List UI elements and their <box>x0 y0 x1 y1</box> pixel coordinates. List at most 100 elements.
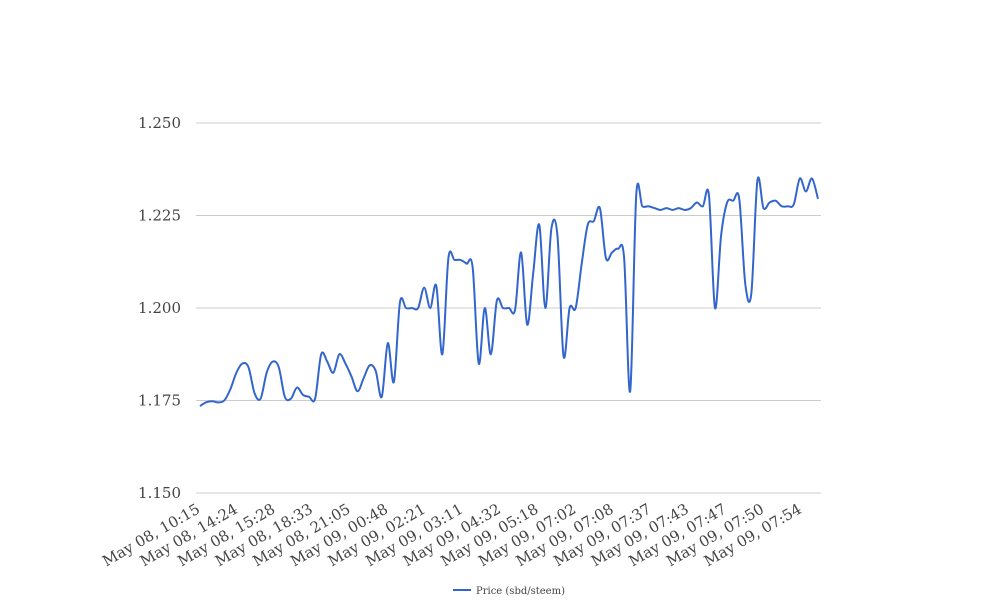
data-point[interactable] <box>670 207 676 213</box>
data-point[interactable] <box>536 222 542 228</box>
data-point[interactable] <box>342 361 348 367</box>
data-point[interactable] <box>797 176 803 182</box>
data-point[interactable] <box>451 257 457 263</box>
data-point[interactable] <box>736 196 742 202</box>
data-point[interactable] <box>633 192 639 198</box>
data-point[interactable] <box>494 298 500 304</box>
data-point[interactable] <box>754 177 760 183</box>
data-point[interactable] <box>742 281 748 287</box>
data-point[interactable] <box>336 351 342 357</box>
data-point[interactable] <box>330 370 336 376</box>
data-point[interactable] <box>688 205 694 211</box>
data-point[interactable] <box>203 399 209 405</box>
data-point[interactable] <box>482 305 488 311</box>
data-point[interactable] <box>391 379 397 385</box>
data-point[interactable] <box>567 305 573 311</box>
data-point[interactable] <box>433 283 439 289</box>
data-point[interactable] <box>627 388 633 394</box>
data-point[interactable] <box>427 305 433 311</box>
data-point[interactable] <box>270 359 276 365</box>
data-point[interactable] <box>252 390 258 396</box>
data-point[interactable] <box>379 394 385 400</box>
data-point[interactable] <box>542 305 548 311</box>
data-point[interactable] <box>651 205 657 211</box>
data-point[interactable] <box>700 203 706 209</box>
data-point[interactable] <box>318 351 324 357</box>
data-point[interactable] <box>803 188 809 194</box>
data-point[interactable] <box>348 373 354 379</box>
data-point[interactable] <box>573 305 579 311</box>
data-point[interactable] <box>355 388 361 394</box>
data-point[interactable] <box>554 233 560 239</box>
data-point[interactable] <box>645 203 651 209</box>
data-point[interactable] <box>488 351 494 357</box>
data-point[interactable] <box>227 386 233 392</box>
data-point[interactable] <box>615 246 621 252</box>
data-point[interactable] <box>233 370 239 376</box>
data-point[interactable] <box>245 364 251 370</box>
data-point[interactable] <box>712 305 718 311</box>
data-point[interactable] <box>676 205 682 211</box>
data-point[interactable] <box>476 361 482 367</box>
data-point[interactable] <box>215 399 221 405</box>
data-point[interactable] <box>639 203 645 209</box>
data-point[interactable] <box>694 200 700 206</box>
data-point[interactable] <box>306 394 312 400</box>
data-point[interactable] <box>221 398 227 404</box>
data-point[interactable] <box>294 385 300 391</box>
data-point[interactable] <box>664 205 670 211</box>
data-point[interactable] <box>512 307 518 313</box>
data-point[interactable] <box>585 222 591 228</box>
data-point[interactable] <box>591 218 597 224</box>
data-point[interactable] <box>706 192 712 198</box>
data-point[interactable] <box>809 176 815 182</box>
data-point[interactable] <box>730 198 736 204</box>
data-point[interactable] <box>506 305 512 311</box>
data-point[interactable] <box>767 200 773 206</box>
data-point[interactable] <box>470 264 476 270</box>
data-point[interactable] <box>657 207 663 213</box>
legend[interactable]: Price (sbd/steem) <box>453 586 565 597</box>
data-point[interactable] <box>282 394 288 400</box>
data-point[interactable] <box>500 305 506 311</box>
data-point[interactable] <box>367 362 373 368</box>
data-point[interactable] <box>445 255 451 261</box>
data-point[interactable] <box>682 207 688 213</box>
data-point[interactable] <box>518 250 524 256</box>
data-point[interactable] <box>791 201 797 207</box>
data-point[interactable] <box>609 250 615 256</box>
data-point[interactable] <box>312 396 318 402</box>
data-point[interactable] <box>597 205 603 211</box>
data-point[interactable] <box>779 203 785 209</box>
data-point[interactable] <box>718 233 724 239</box>
data-point[interactable] <box>288 396 294 402</box>
data-point[interactable] <box>439 351 445 357</box>
data-point[interactable] <box>421 285 427 291</box>
data-point[interactable] <box>264 370 270 376</box>
series-line-price[interactable] <box>199 176 819 407</box>
data-point[interactable] <box>276 364 282 370</box>
data-point[interactable] <box>415 305 421 311</box>
data-point[interactable] <box>300 392 306 398</box>
data-point[interactable] <box>760 205 766 211</box>
data-point[interactable] <box>239 361 245 367</box>
data-point[interactable] <box>409 305 415 311</box>
data-point[interactable] <box>324 359 330 365</box>
data-point[interactable] <box>530 270 536 276</box>
data-point[interactable] <box>458 257 464 263</box>
data-point[interactable] <box>815 196 821 202</box>
data-point[interactable] <box>197 403 203 409</box>
data-point[interactable] <box>724 200 730 206</box>
data-point[interactable] <box>579 261 585 267</box>
data-point[interactable] <box>361 375 367 381</box>
data-point[interactable] <box>209 398 215 404</box>
data-point[interactable] <box>621 255 627 261</box>
data-point[interactable] <box>748 290 754 296</box>
data-point[interactable] <box>373 368 379 374</box>
data-point[interactable] <box>548 225 554 231</box>
data-point[interactable] <box>258 396 264 402</box>
data-point[interactable] <box>785 203 791 209</box>
data-point[interactable] <box>397 299 403 305</box>
data-point[interactable] <box>524 322 530 328</box>
data-point[interactable] <box>561 353 567 359</box>
